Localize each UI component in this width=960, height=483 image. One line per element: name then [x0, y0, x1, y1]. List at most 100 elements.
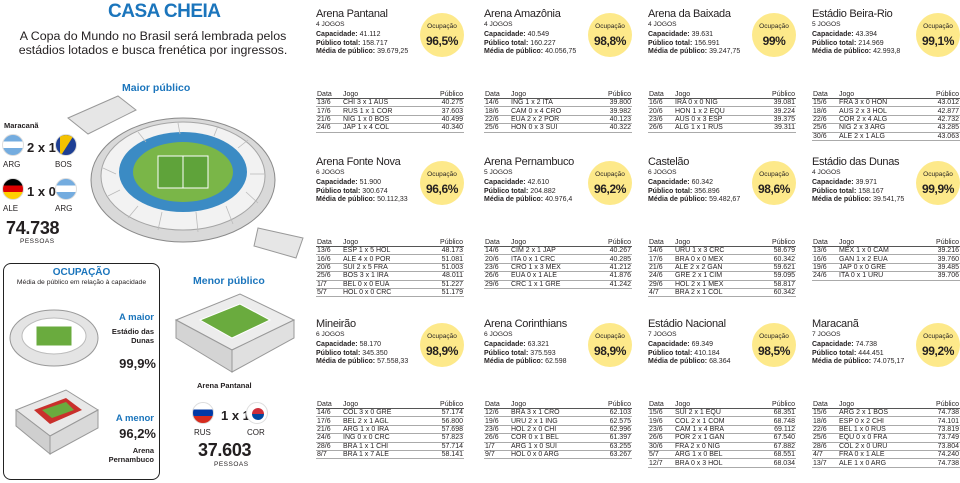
cell-date: 13/6 [316, 246, 342, 256]
cell-game: NIG 2 x 3 ARG [838, 123, 920, 133]
average-value: 42.993,8 [873, 48, 901, 55]
games-table: Data Jogo Público 13/6 CHI 3 x 1 AUS 40.275 17… [316, 90, 464, 133]
stadium-total: Público total: 158.167 [812, 188, 912, 196]
cell-date: 12/6 [484, 408, 510, 418]
table-row: 23/6 CAM 1 x 4 BRA 69.112 [648, 425, 796, 435]
occupancy-value: 99,2% [921, 344, 955, 358]
total-label: Público total: [316, 349, 361, 357]
table-row: 25/6 HON 0 x 3 SUI 40.322 [484, 123, 632, 133]
cell-date: 20/6 [648, 106, 674, 116]
games-table: Data Jogo Público 16/6 IRA 0 x 0 NIG 39.081 20… [648, 90, 796, 133]
total-label: Público total: [316, 187, 361, 195]
cell-date: 23/6 [484, 263, 510, 273]
cell-game: EUA 0 x 1 ALE [510, 271, 593, 281]
cell-game: ING 1 x 2 ITA [510, 98, 593, 108]
ocupacao-subtitle: Média de público em relação à capacidade [16, 279, 147, 286]
average-label: Média de público: [484, 358, 544, 365]
table-row: 19/6 JAP 0 x 0 GRE 39.485 [812, 263, 960, 273]
total-label: Público total: [648, 349, 693, 357]
stadium-total: Público total: 375.593 [484, 350, 584, 358]
average-value: 59.482,67 [709, 196, 741, 203]
total-label: Público total: [812, 39, 857, 47]
table-row: 26/6 POR 2 x 1 GAN 67.540 [648, 433, 796, 443]
occupancy-bubble: Ocupação 99,2% [916, 323, 960, 367]
cell-game: HON 0 x 3 SUI [510, 123, 593, 133]
cell-date: 25/6 [812, 433, 838, 443]
average-label: Média de público: [648, 358, 708, 365]
cell-attendance: 69.112 [756, 425, 796, 435]
cell-attendance: 51.081 [423, 254, 464, 264]
table-row: 4/7 FRA 0 x 1 ALE 74.240 [812, 450, 960, 460]
cell-date: 25/6 [812, 123, 838, 133]
korea-flag-icon [246, 402, 268, 424]
average-value: 39.247,75 [709, 48, 741, 55]
capacity-value: 39.971 [855, 179, 877, 186]
table-row: 30/6 ALE 2 x 1 ALG 43.063 [812, 132, 960, 141]
table-row: 29/6 CRC 1 x 1 GRE 41.242 [484, 280, 632, 289]
cell-attendance: 51.003 [423, 263, 464, 273]
occupancy-bubble: Ocupação 96,5% [420, 13, 464, 57]
table-row: 20/6 ITA 0 x 1 CRC 40.285 [484, 254, 632, 264]
total-value: 156.991 [694, 39, 720, 47]
cell-game: ARG 1 x 0 SUI [510, 442, 592, 451]
stadium-total: Público total: 356.896 [648, 188, 748, 196]
left-panel: CASA CHEIA A Copa do Mundo no Brasil ser… [0, 0, 307, 483]
bosnia-flag-icon [55, 134, 77, 156]
cell-game: AUS 0 x 3 ESP [674, 115, 757, 125]
cell-date: 4/7 [648, 288, 674, 298]
cell-attendance: 57.714 [423, 442, 464, 451]
table-row: 13/7 ALE 1 x 0 ARG 74.738 [812, 458, 960, 468]
total-label: Público total: [484, 187, 529, 195]
occupancy-value: 96,2% [593, 182, 627, 196]
stadium-capacity: Capacidade: 74.738 [812, 341, 912, 349]
cell-date: 20/6 [316, 263, 342, 273]
table-row: 24/6 ING 0 x 0 CRC 57.823 [316, 433, 464, 443]
stadium-card: Arena da Baixada 4 JOGOS Capacidade: 39.63… [648, 8, 798, 162]
cell-attendance: 43.063 [919, 132, 960, 141]
table-row: 22/6 BEL 1 x 0 RUS 73.819 [812, 425, 960, 435]
table-row: 12/6 BRA 3 x 1 CRO 62.103 [484, 408, 632, 418]
total-label: Público total: [648, 187, 693, 195]
cell-date: 12/7 [648, 458, 674, 468]
stadium-name: Arena Pernambuco [484, 156, 574, 168]
cell-attendance: 67.882 [756, 442, 796, 451]
cell-game: CAM 1 x 4 BRA [674, 425, 757, 435]
stadium-capacity: Capacidade: 51.900 [316, 179, 416, 187]
cell-game: COL 3 x 0 GRE [342, 408, 424, 418]
stadium-games: 4 JOGOS [812, 169, 841, 176]
stadium-name: Maracanã [812, 318, 859, 330]
maior-match1-team-b: BOS [55, 160, 72, 169]
table-row: 24/6 JAP 1 x 4 COL 40.340 [316, 123, 464, 133]
stadium-average: Média de público: 39.541,75 [812, 196, 932, 204]
cell-game: EUA 2 x 2 POR [510, 115, 593, 125]
cell-attendance: 43.012 [919, 98, 960, 108]
average-label: Média de público: [484, 196, 544, 203]
cell-date: 15/6 [648, 408, 674, 418]
page-title: CASA CHEIA [108, 1, 221, 22]
cell-attendance: 39.485 [920, 263, 960, 273]
table-header-row: Data Jogo Público [316, 90, 464, 99]
menor-people-label: PESSOAS [214, 461, 249, 468]
average-label: Média de público: [316, 48, 376, 55]
stadium-total: Público total: 214.969 [812, 40, 912, 48]
stadium-name: Arena Amazônia [484, 8, 561, 20]
games-table: Data Jogo Público 15/6 FRA 3 x 0 HON 43.012 18… [812, 90, 960, 141]
maior-match1-score: 2 x 1 [27, 140, 56, 155]
capacity-value: 60.342 [691, 179, 713, 186]
ocupacao-menor-stadium: Arena Pernambuco [108, 446, 154, 464]
stadium-games: 4 JOGOS [648, 21, 677, 28]
cell-date: 22/6 [812, 115, 838, 125]
cell-date: 14/6 [316, 408, 342, 418]
cell-date: 17/6 [316, 106, 342, 116]
table-row: 18/6 AUS 2 x 3 HOL 42.877 [812, 106, 960, 116]
cell-attendance: 60.342 [756, 288, 796, 298]
occupancy-label: Ocupação [595, 333, 625, 340]
col-header-data: Data [316, 238, 342, 247]
table-row: 19/6 URU 2 x 1 ING 62.575 [484, 416, 632, 426]
cell-attendance: 59.621 [756, 263, 796, 273]
table-row: 1/7 BEL 0 x 0 EUA 51.227 [316, 280, 464, 289]
menor-attendance: 37.603 [198, 440, 252, 460]
cell-attendance: 68.551 [756, 450, 796, 460]
capacity-label: Capacidade: [648, 341, 690, 348]
col-header-jogo: Jogo [342, 90, 425, 99]
